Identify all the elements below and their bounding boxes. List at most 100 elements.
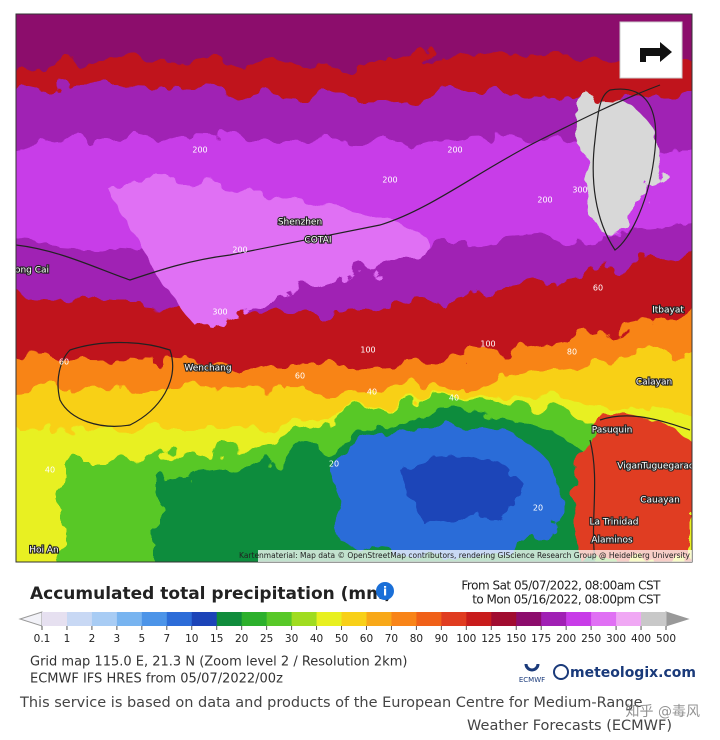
contour-label: 40 [449,394,459,403]
scale-label: 3 [114,633,121,645]
scale-swatch [316,612,343,626]
scale-label: 1 [64,633,71,645]
scale-label: 60 [360,633,373,645]
contour-label: 200 [537,196,552,205]
scale-label: 0.1 [34,633,51,645]
place-label: COTAI [305,236,332,246]
contour-label: 60 [593,284,603,293]
scale-swatch [216,612,243,626]
scale-label: 15 [210,633,223,645]
scale-label: 50 [335,633,348,645]
legend-title: Accumulated total precipitation (mm) [30,584,392,604]
contour-label: 20 [329,460,339,469]
place-label: Wenchang [184,364,231,374]
ecmwf-text: ECMWF [519,676,545,684]
contour-label: 60 [59,358,69,367]
scale-swatch [641,612,667,626]
scale-swatch [266,612,293,626]
scale-swatch [116,612,143,626]
contour-label: 300 [212,308,227,317]
place-label: La Trinidad [590,518,639,528]
place-label: Vigan [617,462,642,472]
contour-label: 20 [533,504,543,513]
contour-label: 300 [572,186,587,195]
logo: meteologix.com [570,665,696,681]
scale-swatch [66,612,93,626]
scale-label: 125 [481,633,501,645]
scale-label: 20 [235,633,248,645]
scale-swatch [91,612,118,626]
scale-swatch [591,612,617,626]
contour-label: 40 [367,388,377,397]
scale-label: 200 [556,633,576,645]
footer-line: This service is based on data and produc… [19,695,643,711]
scale-swatch [366,612,392,626]
scale-swatch [141,612,168,626]
scale-label: 400 [631,633,651,645]
scale-label: 70 [385,633,398,645]
scale-swatch [391,612,417,626]
attribution: Kartenmaterial: Map data © OpenStreetMap… [239,551,691,560]
scale-swatch [516,612,542,626]
scale-swatch [616,612,642,626]
place-label: Cauayan [640,496,680,506]
scale-swatch [541,612,567,626]
contour-label: 200 [232,246,247,255]
place-label: Shenzhen [278,218,322,228]
scale-label: 25 [260,633,273,645]
contour-label: 100 [480,340,495,349]
svg-text:i: i [383,585,387,599]
color-scale: 0.1 1 2 3 5 7 10 15 20 25 30 40 50 60 70 80 90 100 125 150 1… [18,611,690,645]
scale-swatch [566,612,592,626]
contour-label: 200 [192,146,207,155]
contour-label: 100 [360,346,375,355]
scale-arrow [665,611,690,627]
scale-label: 150 [506,633,526,645]
scale-label: 30 [285,633,298,645]
place-label: Itbayat [652,306,684,316]
place-label: Tuguegarao [641,462,695,472]
scale-swatch [42,612,68,626]
ecmwf-logo: ECMWF [519,663,545,684]
contour-label: 200 [382,176,397,185]
footer-line: Weather Forecasts (ECMWF) [467,718,672,734]
contour-label: 200 [447,146,462,155]
place-label: Pasuquin [592,426,633,436]
scale-swatch [291,612,318,626]
place-label: Calayan [636,378,672,388]
scale-label: 250 [581,633,601,645]
scale-label: 7 [163,633,170,645]
place-label: ong Cai [15,266,49,276]
info-icon[interactable]: i [376,582,394,600]
scale-label: 10 [185,633,198,645]
attribution-bg [258,550,692,562]
date-from: From Sat 05/07/2022, 08:00am CST [461,579,661,593]
date-to: to Mon 05/16/2022, 08:00pm CST [472,593,661,607]
scale-label: 90 [435,633,448,645]
contour-label: 80 [567,348,577,357]
share-button[interactable] [619,21,683,79]
scale-swatch [441,612,467,626]
scale-swatch [491,612,517,626]
contour-label: 60 [295,372,305,381]
contour-label: 40 [45,466,55,475]
place-label: Alaminos [591,536,633,546]
logo-icon [553,664,569,680]
scale-label: 5 [138,633,145,645]
watermark: 知乎 @毒风 [626,703,700,720]
scale-swatch [241,612,268,626]
scale-swatch [466,612,492,626]
scale-label: 175 [531,633,551,645]
scale-arrow [18,611,43,627]
scale-label: 100 [456,633,476,645]
scale-swatch [341,612,367,626]
scale-swatch [191,612,218,626]
precipitation-map: Shenzhen COTAI Wenchang Itbayat Calayan Pasuq… [15,14,695,562]
scale-label: 300 [606,633,626,645]
scale-label: 40 [310,633,323,645]
place-label: Hoi An [29,546,59,556]
scale-label: 80 [410,633,423,645]
scale-label: 500 [656,633,676,645]
scale-swatch [416,612,442,626]
